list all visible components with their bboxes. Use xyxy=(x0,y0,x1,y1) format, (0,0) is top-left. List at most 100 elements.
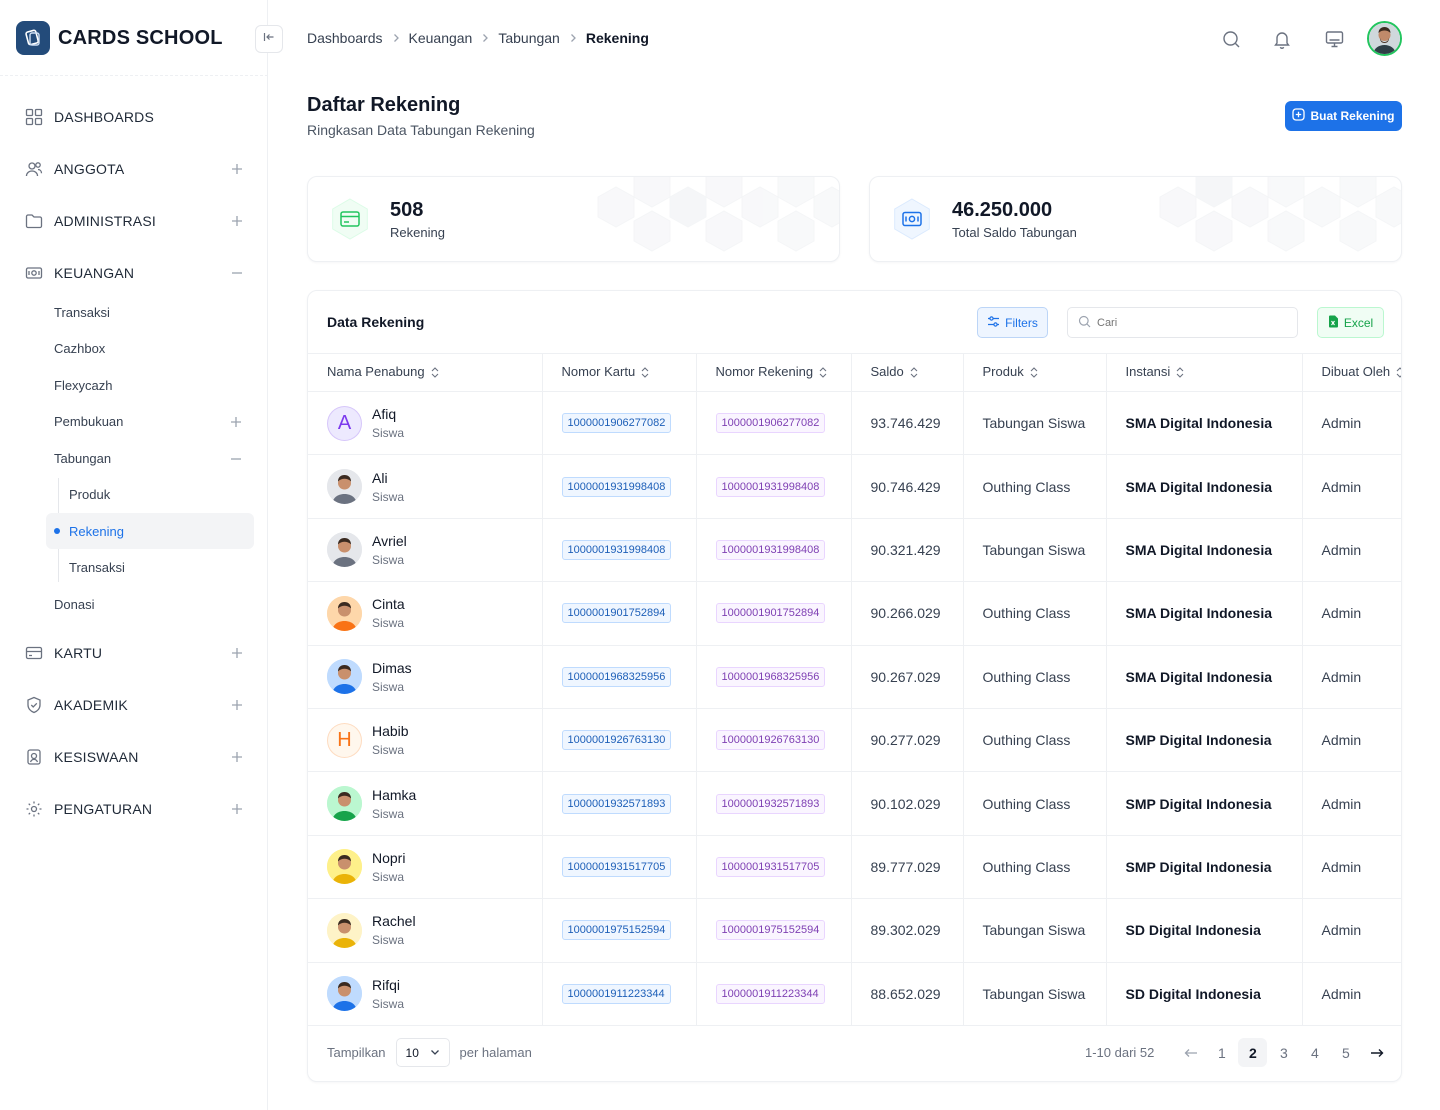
column-header-nama-penabung[interactable]: Nama Penabung xyxy=(308,353,543,392)
page-button-4[interactable]: 4 xyxy=(1310,1044,1319,1061)
cell-saldo: 90.277.029 xyxy=(851,708,964,773)
person-role: Siswa xyxy=(372,996,405,1011)
column-header-nomor-kartu[interactable]: Nomor Kartu xyxy=(542,353,697,392)
sidebar-sub-pembukuan[interactable]: Pembukuan xyxy=(54,414,124,429)
bell-icon[interactable] xyxy=(1271,28,1293,50)
person-name: Habib xyxy=(372,723,409,740)
cell-nama-penabung: Rachel Siswa xyxy=(308,898,543,963)
brand[interactable]: CARDS SCHOOL xyxy=(16,21,223,55)
plus-icon[interactable] xyxy=(230,646,244,660)
sidebar-item-keuangan[interactable]: KEUANGAN xyxy=(24,261,244,285)
plus-icon[interactable] xyxy=(230,162,244,176)
avatar xyxy=(327,659,362,695)
cell-produk: Tabungan Siswa xyxy=(963,898,1107,963)
person-photo-icon xyxy=(327,595,362,631)
column-header-saldo[interactable]: Saldo xyxy=(851,353,964,392)
person: A Afiq Siswa xyxy=(327,405,541,441)
breadcrumb-dashboards[interactable]: Dashboards xyxy=(307,30,383,46)
sort-icon xyxy=(431,366,439,381)
cell-nomor-kartu: 1000001911223344 xyxy=(542,962,697,1026)
person-photo-icon xyxy=(327,469,362,505)
table-row[interactable]: H Habib Siswa 1000001926763130 1000001926… xyxy=(308,708,1401,773)
cell-nomor-kartu: 1000001931998408 xyxy=(542,454,697,519)
plus-icon[interactable] xyxy=(230,698,244,712)
sidebar-sub-donasi[interactable]: Donasi xyxy=(54,597,95,612)
create-account-button[interactable]: Buat Rekening xyxy=(1285,101,1402,131)
breadcrumb-keuangan[interactable]: Keuangan xyxy=(408,30,473,46)
table-row[interactable]: Dimas Siswa 1000001968325956 100000196832… xyxy=(308,645,1401,709)
cell-nomor-kartu: 1000001926763130 xyxy=(542,708,697,773)
sidebar-item-dashboards[interactable]: DASHBOARDS xyxy=(24,105,244,129)
page-subtitle: Ringkasan Data Tabungan Rekening xyxy=(307,122,535,138)
column-header-produk[interactable]: Produk xyxy=(963,353,1107,392)
cell-nomor-rekening: 1000001975152594 xyxy=(696,898,852,963)
sidebar-sub-transaksi-tabungan[interactable]: Transaksi xyxy=(69,560,125,575)
person: H Habib Siswa xyxy=(327,722,541,758)
table-row[interactable]: Avriel Siswa 1000001931998408 10000019319… xyxy=(308,518,1401,583)
sidebar-item-kartu[interactable]: KARTU xyxy=(24,641,244,665)
account-number-chip: 1000001911223344 xyxy=(715,983,825,1004)
sidebar-sub-rekening[interactable]: Rekening xyxy=(69,524,124,539)
sliders-icon xyxy=(987,315,1000,331)
plus-icon[interactable] xyxy=(230,750,244,764)
table-row[interactable]: Ali Siswa 1000001931998408 10000019319984… xyxy=(308,454,1401,519)
plus-icon[interactable] xyxy=(230,802,244,816)
column-header-nomor-rekening[interactable]: Nomor Rekening xyxy=(696,353,852,392)
page-button-1[interactable]: 1 xyxy=(1217,1044,1226,1061)
cell-produk: Tabungan Siswa xyxy=(963,391,1107,456)
brand-divider xyxy=(0,75,268,76)
search-icon[interactable] xyxy=(1220,28,1242,50)
plus-icon[interactable] xyxy=(230,214,244,228)
cell-instansi: SD Digital Indonesia xyxy=(1106,962,1303,1026)
collapse-icon xyxy=(263,30,275,48)
sidebar-item-pengaturan[interactable]: PENGATURAN xyxy=(24,797,244,821)
active-item-background xyxy=(46,513,254,549)
filters-button[interactable]: Filters xyxy=(977,307,1048,338)
page-button-3[interactable]: 3 xyxy=(1279,1044,1288,1061)
next-page-button[interactable] xyxy=(1362,1038,1391,1067)
sidebar-item-administrasi[interactable]: ADMINISTRASI xyxy=(24,209,244,233)
sort-icon xyxy=(1176,366,1184,381)
person-name: Hamka xyxy=(372,786,417,803)
sidebar-sub-tabungan[interactable]: Tabungan xyxy=(54,451,112,466)
prev-page-button[interactable] xyxy=(1176,1038,1205,1067)
minus-icon[interactable] xyxy=(230,266,244,280)
column-header-instansi[interactable]: Instansi xyxy=(1106,353,1303,392)
table-row[interactable]: Rifqi Siswa 1000001911223344 100000191122… xyxy=(308,962,1401,1026)
avatar: H xyxy=(327,722,362,758)
page-button-5[interactable]: 5 xyxy=(1341,1044,1350,1061)
cell-dibuat-oleh: Admin xyxy=(1302,391,1401,456)
sidebar-sub-transaksi[interactable]: Transaksi xyxy=(54,305,110,320)
table-row[interactable]: A Afiq Siswa 1000001906277082 10000019062… xyxy=(308,391,1401,456)
cell-nomor-rekening: 1000001901752894 xyxy=(696,581,852,646)
collapse-sidebar-button[interactable] xyxy=(255,25,283,53)
sidebar-item-akademik[interactable]: AKADEMIK xyxy=(24,693,244,717)
hexagon-pattern xyxy=(1159,177,1401,252)
sidebar-sub-flexycazh[interactable]: Flexycazh xyxy=(54,378,113,393)
minus-icon[interactable] xyxy=(230,452,242,470)
page-button-2[interactable]: 2 xyxy=(1238,1038,1268,1067)
sidebar-item-kesiswaan[interactable]: KESISWAAN xyxy=(24,745,244,769)
monitor-icon[interactable] xyxy=(1323,28,1345,50)
table-row[interactable]: Hamka Siswa 1000001932571893 100000193257… xyxy=(308,771,1401,836)
breadcrumb-tabungan[interactable]: Tabungan xyxy=(498,30,560,46)
plus-icon[interactable] xyxy=(230,415,242,433)
sidebar-sub-produk[interactable]: Produk xyxy=(69,487,111,502)
table-row[interactable]: Rachel Siswa 1000001975152594 10000019751… xyxy=(308,898,1401,963)
cell-produk: Outhing Class xyxy=(963,581,1107,646)
account-number-chip: 1000001901752894 xyxy=(715,603,826,624)
wallet-icon xyxy=(328,197,372,241)
person-role: Siswa xyxy=(372,933,405,948)
search-input[interactable] xyxy=(1097,316,1287,329)
search-box[interactable] xyxy=(1067,307,1298,338)
table-row[interactable]: Nopri Siswa 1000001931517705 100000193151… xyxy=(308,835,1401,900)
column-header-dibuat-oleh[interactable]: Dibuat Oleh xyxy=(1302,353,1401,392)
avatar[interactable] xyxy=(1367,21,1402,56)
sidebar-sub-cazhbox[interactable]: Cazhbox xyxy=(54,341,106,356)
table-row[interactable]: Cinta Siswa 1000001901752894 100000190175… xyxy=(308,581,1401,646)
per-page-select[interactable]: 10 xyxy=(395,1038,450,1067)
sidebar-item-anggota[interactable]: ANGGOTA xyxy=(24,157,244,181)
column-header-label: Produk xyxy=(982,364,1024,380)
export-excel-button[interactable]: Excel xyxy=(1317,307,1384,338)
person-photo-icon xyxy=(327,849,362,885)
